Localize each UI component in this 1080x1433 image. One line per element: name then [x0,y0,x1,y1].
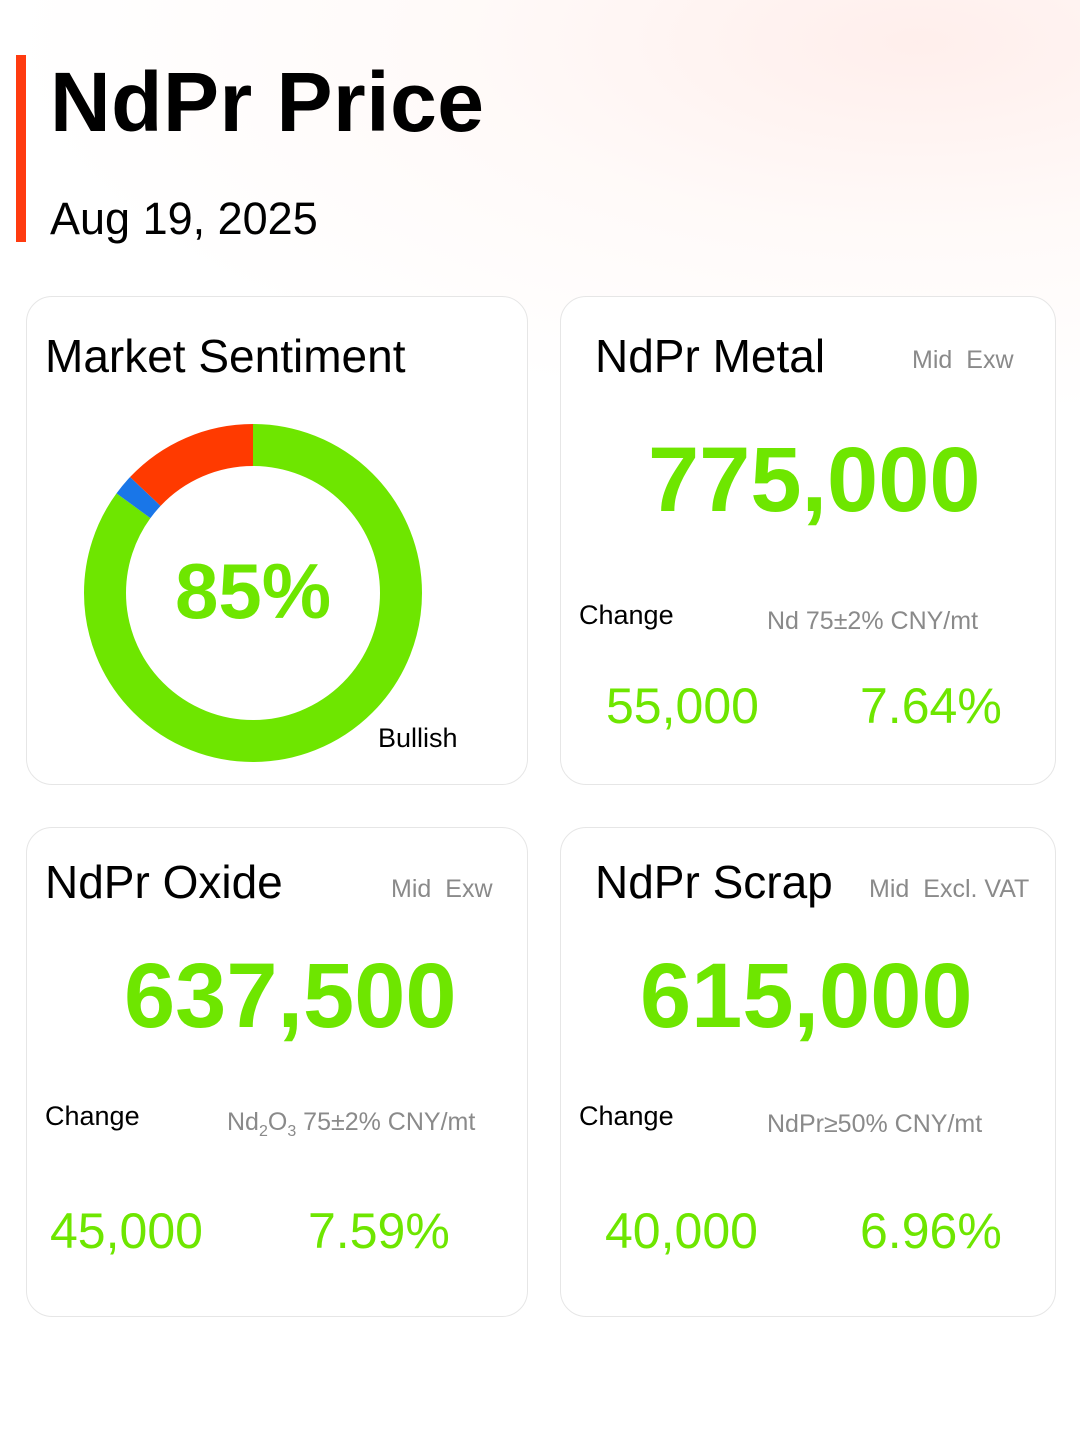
ndpr-scrap-tags: Mid Excl. VAT [869,875,1029,904]
ndpr-scrap-change-abs: 40,000 [605,1203,758,1259]
price-basis-tag: Exw [445,875,493,903]
ndpr-scrap-change-pct: 6.96% [860,1203,1002,1259]
ndpr-metal-spec: Nd 75±2% CNY/mt [767,607,979,635]
ndpr-metal-change-abs: 55,000 [606,678,759,734]
page-date: Aug 19, 2025 [50,193,318,244]
ndpr-metal-tags: Mid Exw [912,346,1014,375]
ndpr-oxide-change-label: Change [45,1101,140,1131]
ndpr-metal-change-label: Change [579,600,674,630]
sentiment-donut-chart [84,424,422,762]
price-type-tag: Mid [912,346,953,374]
price-basis-tag: Excl. VAT [923,875,1030,903]
donut-segment-bearish [84,424,422,762]
ndpr-scrap-spec: NdPr≥50% CNY/mt [767,1110,983,1138]
ndpr-oxide-change-abs: 45,000 [50,1203,203,1259]
ndpr-oxide-tags: Mid Exw [391,875,493,904]
ndpr-metal-price: 775,000 [648,429,981,531]
ndpr-oxide-change-pct: 7.59% [308,1203,450,1259]
ndpr-metal-title: NdPr Metal [595,330,826,382]
ndpr-oxide-spec: Nd2O3 75±2% CNY/mt [227,1108,476,1140]
ndpr-metal-change-pct: 7.64% [860,678,1002,734]
ndpr-scrap-price: 615,000 [640,945,973,1047]
price-type-tag: Mid [391,875,432,903]
page-title: NdPr Price [50,55,485,149]
ndpr-scrap-change-label: Change [579,1101,674,1131]
sentiment-label: Bullish [378,723,458,753]
ndpr-oxide-title: NdPr Oxide [45,856,283,908]
ndpr-metal-card [560,296,1056,785]
ndpr-scrap-card [560,827,1056,1317]
ndpr-oxide-card [26,827,528,1317]
market-sentiment-title: Market Sentiment [45,330,406,382]
sentiment-percent: 85% [174,547,332,635]
ndpr-scrap-title: NdPr Scrap [595,856,833,908]
price-basis-tag: Exw [966,346,1014,374]
ndpr-oxide-price: 637,500 [124,945,457,1047]
price-type-tag: Mid [869,875,910,903]
title-accent-bar [16,55,26,242]
